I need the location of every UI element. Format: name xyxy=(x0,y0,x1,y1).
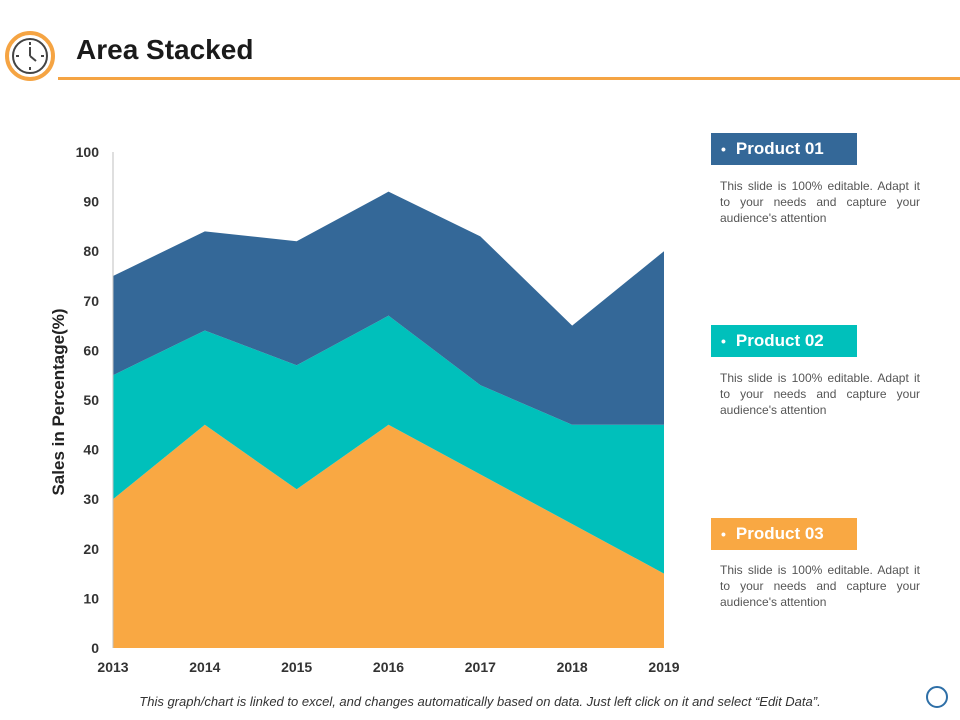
legend-badge-product-03: • Product 03 xyxy=(711,518,857,550)
circle-icon xyxy=(926,686,948,708)
x-tick-label: 2013 xyxy=(97,659,128,675)
legend-description: This slide is 100% editable. Adapt it to… xyxy=(720,371,920,417)
y-tick-label: 100 xyxy=(76,144,100,160)
x-tick-label: 2016 xyxy=(373,659,404,675)
area-series-product-02 xyxy=(113,315,664,574)
y-tick-label: 60 xyxy=(83,342,99,358)
legend-label: Product 02 xyxy=(735,331,824,350)
y-tick-label: 80 xyxy=(83,243,99,259)
x-tick-label: 2017 xyxy=(465,659,496,675)
legend-bullet: • xyxy=(721,141,726,157)
area-series-product-03 xyxy=(113,424,664,648)
area-series-product-01 xyxy=(113,191,664,425)
y-axis-label: Sales in Percentage(%) xyxy=(49,308,68,495)
x-tick-label: 2014 xyxy=(189,659,220,675)
y-tick-label: 20 xyxy=(83,541,99,557)
legend-bullet: • xyxy=(721,333,726,349)
y-tick-label: 70 xyxy=(83,293,99,309)
y-tick-label: 50 xyxy=(83,392,99,408)
y-tick-label: 10 xyxy=(83,590,99,606)
x-tick-label: 2019 xyxy=(648,659,679,675)
legend-bullet: • xyxy=(721,526,726,542)
footer-note: This graph/chart is linked to excel, and… xyxy=(139,694,821,709)
header-divider xyxy=(58,77,960,80)
x-tick-label: 2018 xyxy=(557,659,588,675)
y-tick-label: 30 xyxy=(83,491,99,507)
page-title: Area Stacked xyxy=(76,34,254,65)
legend-badge-product-02: • Product 02 xyxy=(711,325,857,357)
y-tick-label: 40 xyxy=(83,442,99,458)
legend-label: Product 03 xyxy=(735,524,824,543)
y-tick-label: 0 xyxy=(91,640,99,656)
legend-description: This slide is 100% editable. Adapt it to… xyxy=(720,179,920,225)
x-tick-label: 2015 xyxy=(281,659,312,675)
legend-description: This slide is 100% editable. Adapt it to… xyxy=(720,563,920,609)
legend-label: Product 01 xyxy=(735,139,824,158)
clock-icon xyxy=(5,31,55,81)
legend-badge-product-01: • Product 01 xyxy=(711,133,857,165)
y-tick-label: 90 xyxy=(83,194,99,210)
